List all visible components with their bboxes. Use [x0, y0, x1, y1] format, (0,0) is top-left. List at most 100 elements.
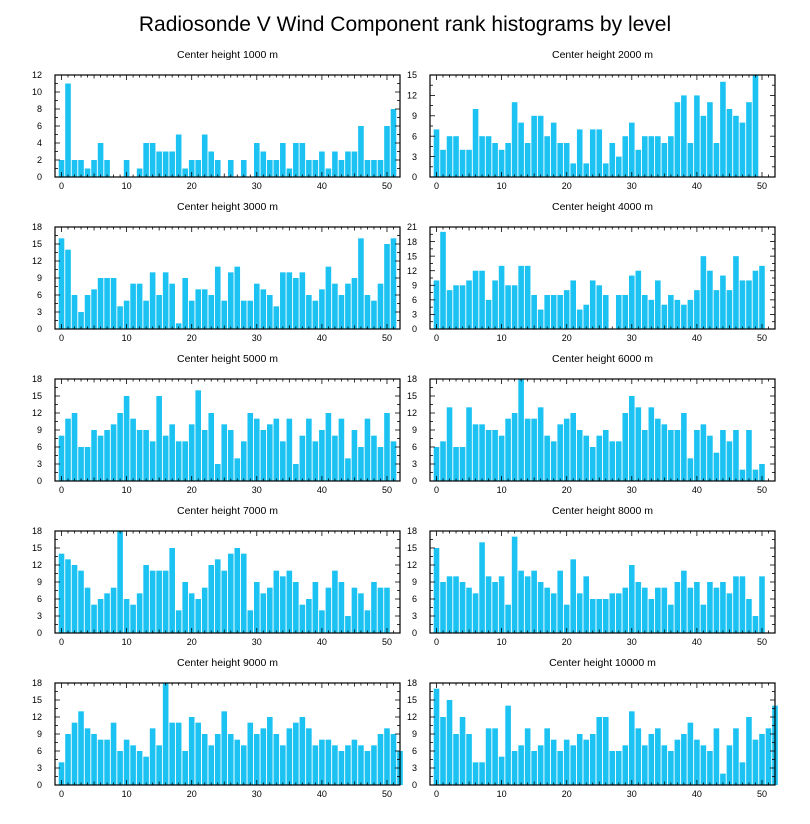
bar — [280, 576, 286, 633]
bar — [214, 559, 221, 633]
panel-7: Center height 7000 m 0 10 20 30 40 50 0 3 6 9 12 15 1… — [32, 505, 401, 647]
bar — [384, 126, 390, 177]
y-tick-label: 6 — [412, 295, 417, 305]
bar — [752, 739, 759, 785]
bar — [557, 424, 563, 481]
bar — [635, 270, 642, 329]
bar — [524, 728, 531, 785]
panel-title: Center height 2000 m — [552, 49, 653, 61]
bar — [759, 734, 765, 785]
bar — [733, 576, 739, 633]
bar — [433, 548, 440, 633]
bar — [485, 430, 492, 481]
bar — [531, 115, 537, 177]
y-tick-label: 12 — [407, 91, 417, 101]
bar — [299, 143, 306, 177]
bar — [351, 587, 358, 633]
x-tick-label: 50 — [757, 789, 767, 799]
bar — [570, 559, 577, 633]
panel-4: Center height 4000 m 0 10 20 30 40 50 0 3 6 9 12 15 1… — [407, 201, 776, 343]
x-tick-label: 50 — [382, 789, 392, 799]
bar — [479, 762, 485, 785]
x-tick-label: 10 — [497, 333, 507, 343]
y-tick-label: 6 — [37, 290, 42, 300]
bar — [123, 160, 130, 177]
bar — [78, 312, 84, 329]
bar — [739, 280, 746, 329]
bar — [557, 570, 563, 633]
bar — [466, 149, 472, 177]
y-tick-label: 18 — [32, 678, 42, 688]
bar — [273, 160, 280, 177]
bar — [182, 582, 188, 633]
y-tick-label: 6 — [37, 746, 42, 756]
bar — [247, 610, 254, 633]
bar — [726, 745, 733, 785]
bar — [214, 464, 221, 481]
bar — [293, 582, 299, 633]
bar — [531, 570, 537, 633]
bar — [280, 143, 286, 177]
bar — [576, 430, 583, 481]
panels: Center height 1000 m0 10 20 30 40 50024681012… — [32, 49, 778, 799]
bar — [104, 278, 110, 329]
bar — [433, 447, 440, 481]
bar — [544, 728, 550, 785]
bar — [707, 102, 713, 177]
bar — [286, 168, 293, 177]
bar — [583, 435, 590, 481]
bar — [622, 136, 629, 177]
bar — [596, 129, 603, 177]
bar — [622, 295, 629, 329]
bar — [589, 447, 596, 481]
bar — [143, 756, 149, 785]
bar — [97, 435, 104, 481]
bar — [208, 565, 215, 633]
bar — [746, 717, 752, 785]
bar — [472, 424, 479, 481]
bar — [58, 553, 65, 633]
bar — [234, 266, 241, 329]
bar — [175, 134, 182, 177]
x-tick-label: 20 — [187, 637, 197, 647]
bar — [557, 143, 563, 177]
x-tick-label: 20 — [562, 181, 572, 191]
x-tick-label: 40 — [317, 333, 327, 343]
y-tick-label: 10 — [32, 87, 42, 97]
y-tick-label: 9 — [37, 425, 42, 435]
bar — [358, 745, 364, 785]
bar — [123, 739, 130, 785]
bar — [221, 300, 228, 329]
x-tick-label: 10 — [122, 333, 132, 343]
bar — [364, 160, 371, 177]
bar — [713, 452, 720, 481]
bar — [84, 728, 91, 785]
bar — [169, 548, 175, 633]
bar — [273, 306, 280, 329]
bar — [628, 275, 635, 329]
bar — [661, 424, 668, 481]
bar — [377, 734, 384, 785]
bar — [615, 593, 622, 633]
x-tick-label: 40 — [692, 637, 702, 647]
bar — [260, 289, 267, 329]
bar — [466, 407, 472, 481]
y-tick-label: 6 — [37, 121, 42, 131]
x-tick-label: 10 — [497, 181, 507, 191]
bar — [110, 424, 117, 481]
bar — [479, 424, 485, 481]
bar — [234, 458, 241, 481]
bar — [661, 745, 668, 785]
y-tick-label: 12 — [407, 712, 417, 722]
bar — [286, 570, 293, 633]
y-tick-label: 15 — [407, 391, 417, 401]
bar — [319, 151, 325, 177]
x-tick-label: 50 — [382, 485, 392, 495]
bar — [143, 565, 149, 633]
bar — [700, 424, 707, 481]
bar — [628, 565, 635, 633]
bar — [286, 728, 293, 785]
bar — [345, 745, 351, 785]
bar — [312, 582, 319, 633]
bar — [726, 290, 733, 329]
